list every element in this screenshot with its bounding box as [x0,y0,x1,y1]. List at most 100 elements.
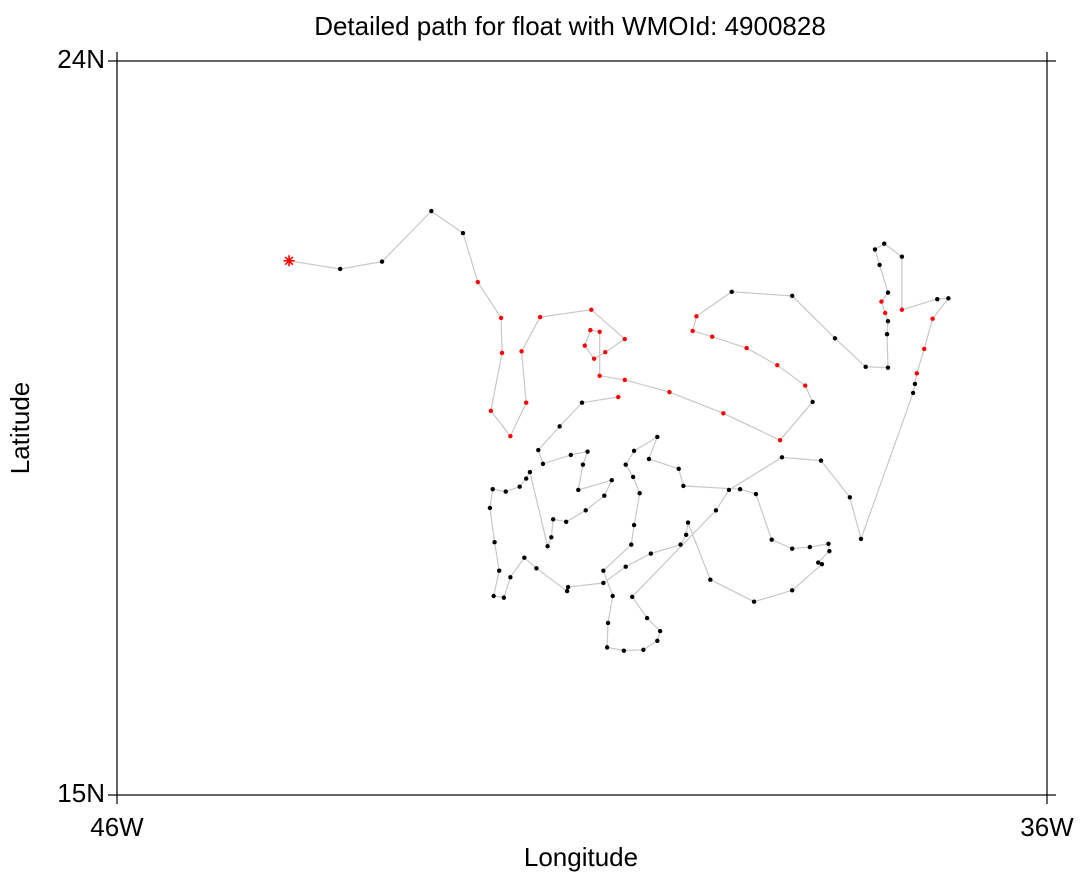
profile-point [729,289,734,295]
profile-point [832,336,838,341]
x-axis-label: Longitude [524,842,638,872]
profile-point [885,290,891,295]
profile-point [630,594,635,600]
y-tick-label: 15N [57,778,105,808]
profile-point [657,628,663,634]
profile-point [713,508,719,513]
profile-point [721,411,726,416]
profile-point [488,408,494,414]
profile-point [534,566,539,571]
profile-point [579,400,585,405]
profile-point [629,542,634,547]
profile-point [885,365,891,370]
profile-point [498,315,504,321]
profile-point [524,476,529,481]
profile-point [922,346,927,352]
profile-point [710,334,715,339]
profile-point [605,620,611,626]
profile-point [460,230,466,236]
profile-point [744,345,749,351]
profile-point [503,489,508,494]
profile-point [694,314,699,319]
profile-point [583,508,588,513]
profile-point [491,593,496,599]
profile-point [588,327,593,333]
profile-point [631,522,637,528]
profile-point [622,377,627,383]
profile-point [872,247,878,252]
profile-point [630,474,636,480]
profile-point [655,434,660,440]
profile-point [777,438,783,443]
profile-point [935,296,940,302]
profile-point [501,595,507,600]
profile-point [816,560,821,565]
profile-point [819,561,825,567]
profile-point [646,456,652,462]
profile-point [637,491,642,496]
profile-point [882,310,888,316]
profile-point [789,588,795,593]
profile-point [690,328,695,334]
profile-point [550,517,556,522]
profile-point [537,314,543,320]
profile-point [549,535,554,540]
profile-point [631,448,637,454]
profile-point [775,363,780,368]
x-tick-label: 36W [1020,812,1074,842]
chart-title: Detailed path for float with WMOId: 4900… [314,11,826,41]
x-tick-label: 46W [90,812,144,842]
profile-point [601,580,606,586]
profile-point [597,329,602,334]
profile-point [914,371,919,376]
profile-point [517,484,522,489]
profile-point [519,349,524,354]
profile-point [810,399,815,405]
profile-point [565,584,571,590]
profile-point [563,519,569,524]
profile-point [667,389,672,395]
profile-point [603,349,608,355]
profile-point [899,254,905,259]
profile-point [338,266,343,272]
profile-point [882,241,887,246]
profile-point [930,316,935,321]
profile-point [604,645,610,650]
profile-point [557,424,562,429]
profile-point [655,638,660,644]
profile-point [826,541,831,547]
profile-point [379,259,385,264]
profile-point [726,487,732,493]
profile-point [609,477,614,483]
profile-point [487,505,493,511]
profile-point [536,447,541,453]
plot-frame [116,60,1048,796]
profile-point [879,299,884,304]
float-track [289,210,950,652]
profile-point [946,296,951,301]
profile-point [779,455,785,460]
profile-point [803,383,808,388]
profile-point [508,575,513,580]
profile-point [753,491,759,497]
profile-point [641,647,646,653]
profile-point [708,577,713,582]
profile-point [429,208,434,214]
profile-point [789,293,795,299]
profile-point [751,599,757,604]
profile-point [524,400,529,405]
profile-point [818,458,824,463]
profile-point [499,350,505,356]
profile-point [621,648,627,653]
profile-point [847,495,853,500]
profile-point [622,336,627,342]
profile-point [899,307,905,312]
profile-point [492,539,497,545]
profile-point [769,537,774,542]
profile-point [648,551,654,556]
profile-point [582,343,587,348]
profile-point [910,390,916,396]
profile-point [885,318,891,324]
profile-point [827,548,832,554]
profile-point [540,461,546,467]
